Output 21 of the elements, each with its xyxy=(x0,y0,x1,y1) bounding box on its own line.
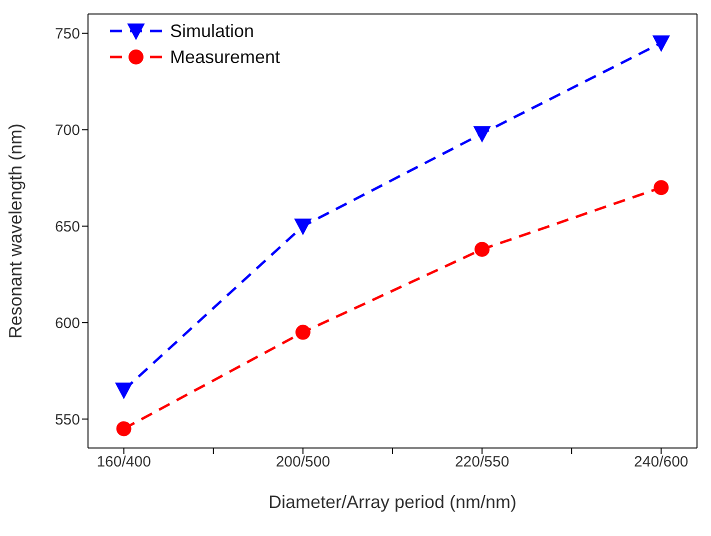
x-tick-label: 220/550 xyxy=(454,454,510,471)
x-tick-label: 240/600 xyxy=(634,454,688,471)
point xyxy=(294,218,312,235)
y-tick-label: 550 xyxy=(54,411,80,428)
y-tick-label: 700 xyxy=(54,122,80,140)
y-tick-label: 750 xyxy=(54,26,80,43)
x-tick-label: 200/500 xyxy=(276,454,330,471)
y-tick-label: 600 xyxy=(54,314,80,332)
point xyxy=(474,126,491,142)
point xyxy=(295,324,310,340)
point xyxy=(474,242,490,257)
y-axis-title: Resonant wavelength (nm) xyxy=(5,123,26,339)
legend-label: Simulation xyxy=(170,20,254,42)
point xyxy=(115,382,132,399)
y-tick-label: 650 xyxy=(54,218,80,236)
x-tick-label: 160/400 xyxy=(96,454,151,471)
point xyxy=(652,35,670,52)
point xyxy=(116,421,132,436)
x-axis-title: Diameter/Array period (nm/nm) xyxy=(268,492,517,512)
point xyxy=(654,180,669,196)
legend-label: Measurement xyxy=(170,46,280,68)
